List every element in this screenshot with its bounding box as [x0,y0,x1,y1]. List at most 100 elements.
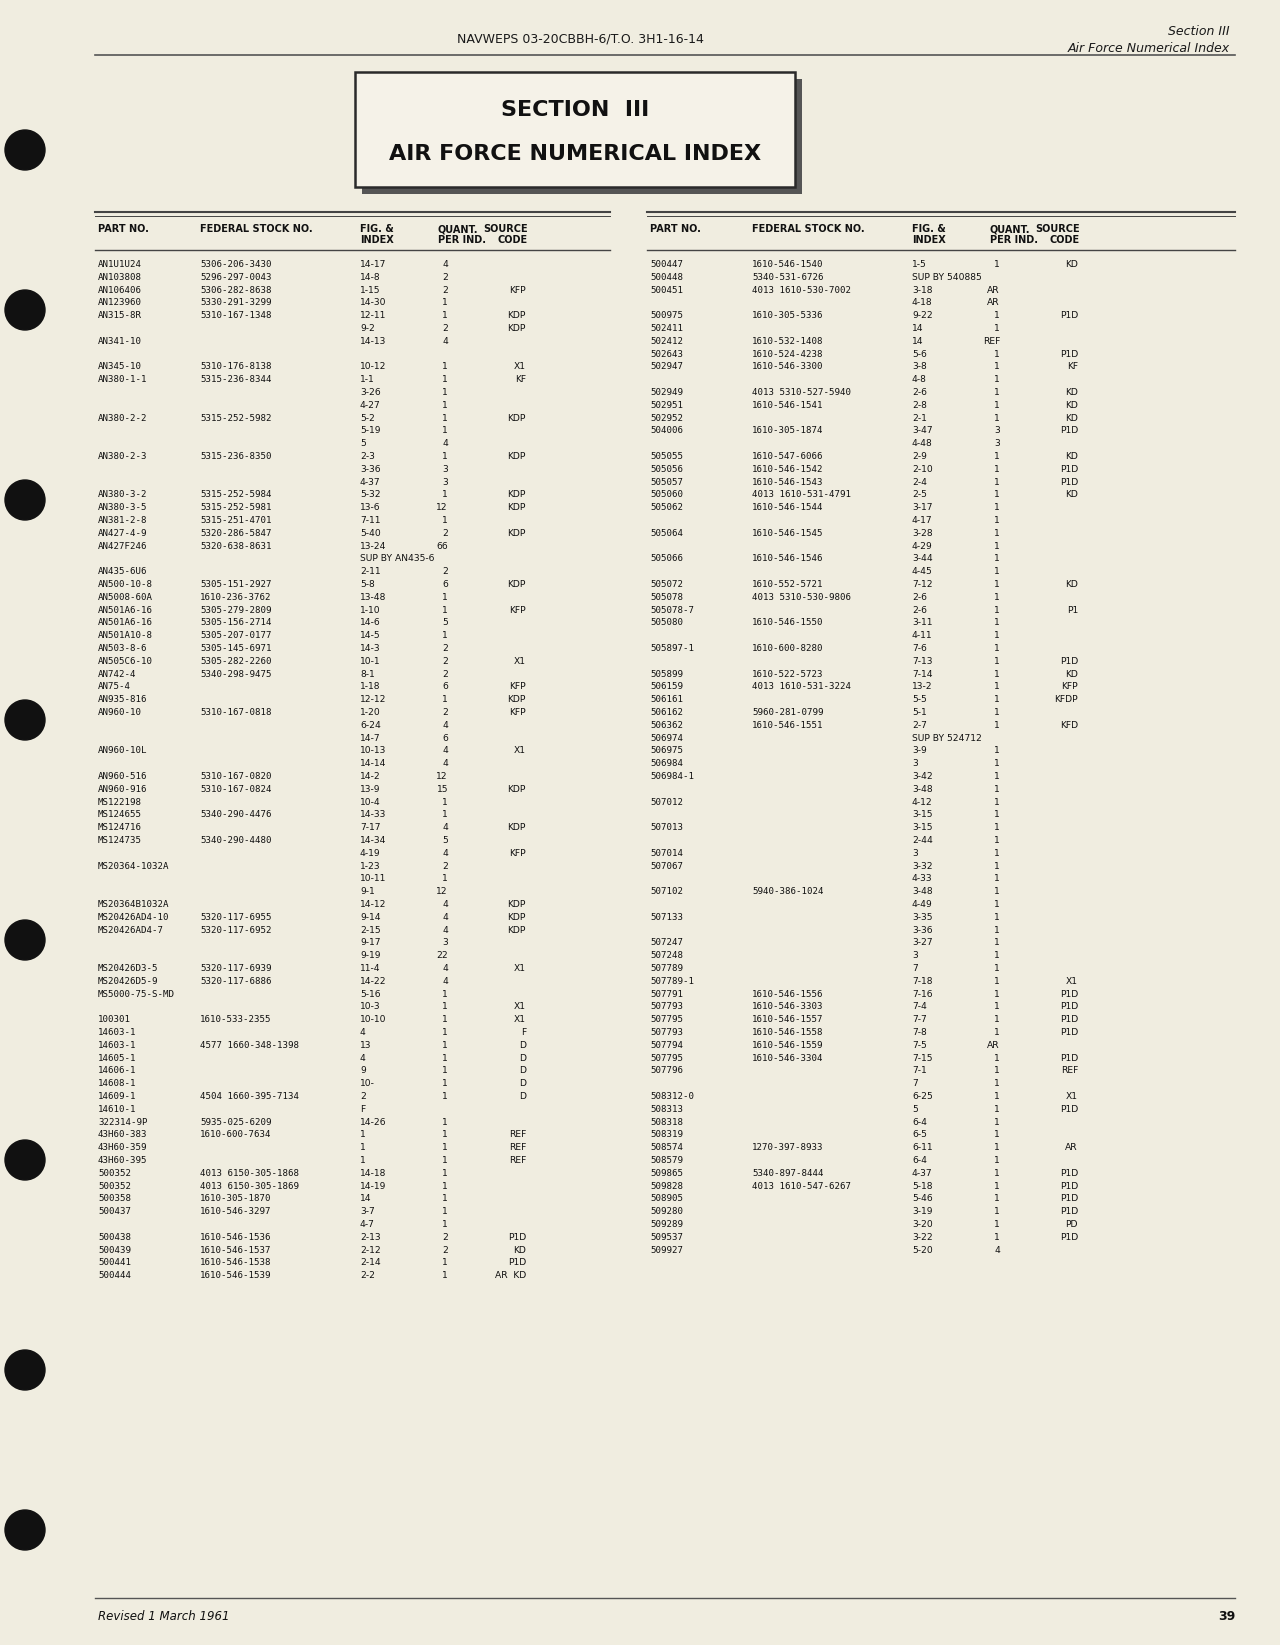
Text: 506974: 506974 [650,734,684,742]
Text: 10-4: 10-4 [360,798,380,806]
Text: 14: 14 [911,324,924,332]
Text: AR: AR [987,286,1000,294]
Text: 500975: 500975 [650,311,684,321]
Text: 1: 1 [995,900,1000,910]
Text: 3-22: 3-22 [911,1232,933,1242]
Text: 1610-600-7634: 1610-600-7634 [200,1130,271,1140]
Text: 14-13: 14-13 [360,337,387,345]
Text: 1: 1 [995,887,1000,897]
Text: 507795: 507795 [650,1015,684,1025]
Text: 3-48: 3-48 [911,785,933,795]
Text: 5320-117-6886: 5320-117-6886 [200,977,271,985]
Text: 1610-546-1538: 1610-546-1538 [200,1258,271,1267]
Circle shape [5,130,45,169]
Text: 1: 1 [995,401,1000,410]
Text: AN935-816: AN935-816 [99,696,147,704]
Text: 3-7: 3-7 [360,1207,375,1216]
Text: 1: 1 [443,413,448,423]
Text: 500441: 500441 [99,1258,131,1267]
Text: 6-4: 6-4 [911,1156,927,1165]
Text: 1610-305-1870: 1610-305-1870 [200,1194,271,1204]
Text: 3: 3 [911,951,918,961]
Text: 2: 2 [442,1245,448,1255]
Text: 5: 5 [443,836,448,846]
Text: 1: 1 [443,798,448,806]
Text: 1: 1 [360,1143,366,1151]
Text: 507133: 507133 [650,913,684,921]
Text: 1: 1 [443,1130,448,1140]
Text: 1: 1 [995,541,1000,551]
Text: 2-8: 2-8 [911,401,927,410]
Text: 1: 1 [443,1156,448,1165]
Text: 4013 1610-531-3224: 4013 1610-531-3224 [753,683,851,691]
Text: 505062: 505062 [650,503,684,512]
Text: 1: 1 [443,452,448,461]
Text: 4-7: 4-7 [360,1221,375,1229]
Text: CODE: CODE [498,235,529,245]
Text: 5315-252-5982: 5315-252-5982 [200,413,271,423]
Text: 13-9: 13-9 [360,785,380,795]
Text: 1: 1 [443,1015,448,1025]
Text: 1: 1 [995,926,1000,934]
Text: 508313: 508313 [650,1105,684,1114]
Text: X1: X1 [515,747,526,755]
Text: MS20364B1032A: MS20364B1032A [99,900,169,910]
Text: 4: 4 [442,260,448,270]
Text: 43H60-395: 43H60-395 [99,1156,147,1165]
Text: 500438: 500438 [99,1232,131,1242]
Text: 1: 1 [995,1170,1000,1178]
Text: KDP: KDP [508,785,526,795]
Text: 4: 4 [442,747,448,755]
Text: 2-6: 2-6 [911,388,927,396]
Text: X1: X1 [1066,1092,1078,1101]
Text: KDP: KDP [508,696,526,704]
Text: P1D: P1D [1060,1232,1078,1242]
Text: 1: 1 [995,477,1000,487]
Text: PART NO.: PART NO. [650,224,701,234]
Text: 1: 1 [995,605,1000,615]
Text: 5310-167-0818: 5310-167-0818 [200,707,271,717]
Text: AN1U1U24: AN1U1U24 [99,260,142,270]
Text: AN380-2-3: AN380-2-3 [99,452,147,461]
Text: 14606-1: 14606-1 [99,1066,137,1076]
Text: 507789-1: 507789-1 [650,977,694,985]
Text: 2: 2 [442,643,448,653]
Text: X1: X1 [515,1002,526,1012]
Text: 3-47: 3-47 [911,426,933,436]
Text: 1610-546-3304: 1610-546-3304 [753,1053,823,1063]
Text: 3-8: 3-8 [911,362,927,372]
Text: 9-17: 9-17 [360,938,380,948]
Text: 1: 1 [995,643,1000,653]
Text: Section III: Section III [1169,25,1230,38]
Text: 14603-1: 14603-1 [99,1028,137,1036]
Text: 1610-546-1559: 1610-546-1559 [753,1041,823,1050]
Text: 14-6: 14-6 [360,619,380,627]
Text: KDP: KDP [508,581,526,589]
Text: 7-6: 7-6 [911,643,927,653]
Text: 5-1: 5-1 [911,707,927,717]
Text: 1: 1 [995,350,1000,359]
Text: AN106406: AN106406 [99,286,142,294]
Text: 5305-145-6971: 5305-145-6971 [200,643,271,653]
Text: D: D [518,1066,526,1076]
Text: 43H60-359: 43H60-359 [99,1143,147,1151]
Text: 1: 1 [995,1143,1000,1151]
Text: 508318: 508318 [650,1117,684,1127]
Circle shape [5,701,45,740]
Text: 1: 1 [443,1194,448,1204]
Text: 13-24: 13-24 [360,541,387,551]
Text: 4: 4 [442,760,448,768]
Text: 66: 66 [436,541,448,551]
Text: 1: 1 [443,375,448,385]
Text: P1D: P1D [1060,311,1078,321]
Text: 502952: 502952 [650,413,684,423]
Text: MS124716: MS124716 [99,822,142,832]
Text: 2: 2 [442,707,448,717]
Text: 9-1: 9-1 [360,887,375,897]
Text: 505066: 505066 [650,554,684,563]
Text: 1: 1 [995,1028,1000,1036]
Text: KFDP: KFDP [1055,696,1078,704]
Text: 12: 12 [436,887,448,897]
Text: 509537: 509537 [650,1232,684,1242]
Text: 507793: 507793 [650,1002,684,1012]
